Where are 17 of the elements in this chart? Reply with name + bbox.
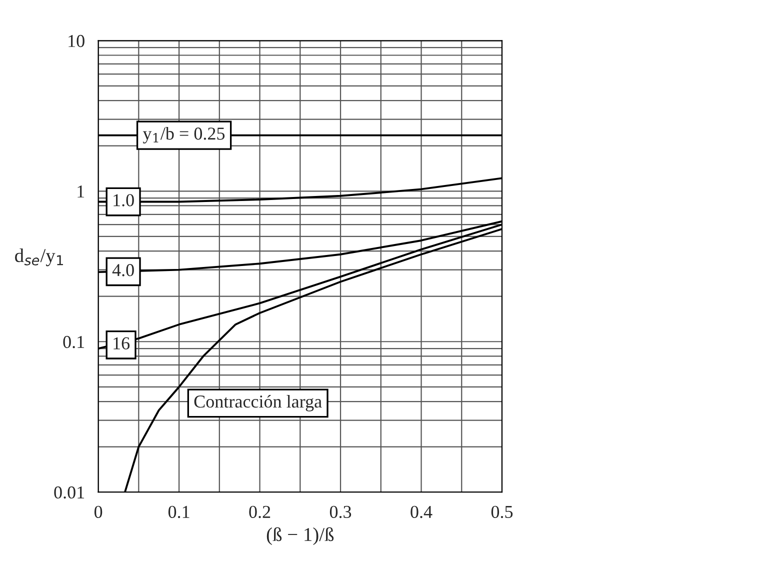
x-tick-label: 0.2 — [249, 506, 270, 518]
series-label: y$_{1}$/b = 0.25 — [142, 127, 225, 144]
x-tick-label: 0.5 — [491, 506, 513, 518]
x-tick-label: 0 — [94, 506, 102, 518]
series-label: 16 — [114, 337, 130, 350]
y-tick-label: 0.01 — [54, 486, 84, 499]
series-label: 1.0 — [114, 194, 134, 206]
series-label: Contracción larga — [194, 394, 322, 412]
y-tick-label: 0.1 — [63, 336, 84, 348]
series-label: 4.0 — [112, 264, 134, 276]
x-tick-label: 0.4 — [410, 506, 432, 518]
x-tick-label: 0.3 — [330, 506, 352, 518]
x-axis-title: (ß − 1)/ß — [266, 527, 334, 546]
y-axis-title: d$_{se}$/y$_{1}$ — [15, 248, 63, 266]
y-tick-label: 1 — [78, 185, 84, 198]
y-tick-label: 10 — [68, 34, 84, 48]
x-tick-label: 0.1 — [168, 506, 190, 518]
